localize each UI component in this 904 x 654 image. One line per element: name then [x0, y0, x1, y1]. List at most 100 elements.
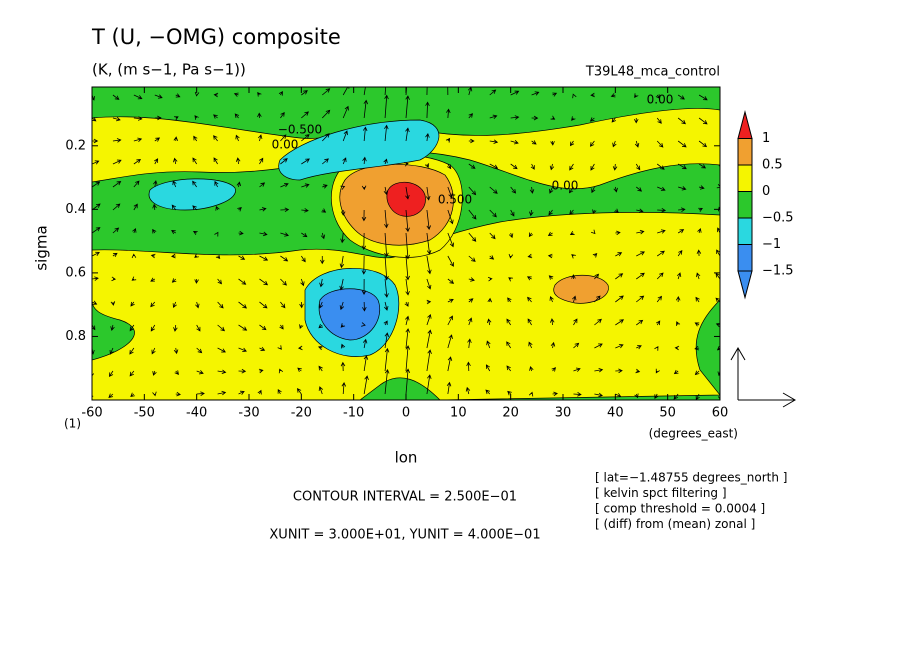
colorbar-segment	[737, 138, 753, 166]
field-region	[148, 178, 236, 211]
vector	[131, 253, 137, 259]
note: CONTOUR INTERVAL = 2.500E−01	[293, 490, 517, 505]
vector	[673, 369, 679, 375]
vector	[405, 278, 410, 296]
vector	[318, 345, 323, 351]
vector	[426, 349, 432, 372]
vector	[489, 186, 498, 194]
vector	[636, 272, 645, 280]
vector	[405, 186, 410, 200]
vector	[213, 135, 218, 142]
vector	[716, 249, 720, 257]
vector	[569, 140, 575, 147]
vector	[426, 299, 432, 305]
vector	[238, 368, 247, 374]
vector	[425, 186, 431, 201]
vector	[447, 356, 453, 372]
vector	[590, 229, 596, 235]
vector	[528, 341, 533, 349]
vector	[589, 140, 595, 147]
vector	[528, 232, 534, 238]
vector	[154, 158, 159, 165]
vector	[279, 324, 284, 330]
vector	[594, 392, 603, 398]
vector	[569, 230, 575, 235]
vector	[675, 296, 681, 303]
vector	[694, 322, 700, 327]
vector	[342, 105, 349, 119]
vector	[654, 346, 659, 351]
vector	[194, 115, 199, 120]
vector	[405, 232, 410, 260]
vector	[133, 203, 138, 211]
vector	[426, 255, 432, 275]
vector	[217, 301, 224, 309]
vector	[594, 318, 602, 326]
vector	[715, 297, 720, 303]
vector	[92, 160, 100, 165]
vector	[447, 87, 449, 96]
vector	[426, 209, 432, 230]
vector	[133, 159, 142, 165]
vector	[615, 393, 622, 398]
vector	[405, 345, 411, 372]
vector	[549, 186, 554, 194]
vector	[594, 343, 603, 349]
vector	[192, 180, 197, 188]
vector	[426, 87, 428, 96]
vector	[465, 386, 471, 395]
vector	[217, 324, 226, 332]
vector	[694, 370, 700, 376]
vector	[611, 117, 616, 123]
vector	[257, 134, 263, 142]
vector	[361, 322, 366, 327]
vector	[112, 116, 121, 122]
vector	[322, 158, 329, 165]
vector	[529, 366, 534, 372]
vector	[489, 232, 496, 240]
y-tick-label: 0.2	[65, 138, 86, 153]
vector	[426, 278, 432, 290]
vector	[340, 232, 345, 244]
vector	[551, 367, 556, 372]
vector	[656, 295, 662, 303]
vector	[173, 347, 179, 355]
vector	[172, 301, 177, 309]
colorbar-segment	[737, 270, 753, 300]
vector	[468, 186, 477, 196]
vector	[215, 205, 220, 211]
vector	[636, 186, 643, 192]
x-tick-label: 20	[502, 406, 519, 421]
vector	[719, 95, 720, 96]
vector	[447, 232, 455, 248]
vector	[277, 345, 282, 350]
x-tick-label: -20	[291, 406, 312, 421]
vector	[489, 209, 497, 218]
vector	[130, 301, 135, 307]
vector	[489, 163, 499, 169]
x-tick-label: 0	[402, 406, 410, 421]
vector	[510, 163, 518, 170]
vector	[695, 393, 700, 400]
vector	[547, 231, 553, 237]
vector	[698, 94, 708, 101]
vector	[573, 367, 581, 372]
vector	[657, 207, 667, 213]
vector	[173, 324, 178, 332]
vector	[318, 323, 324, 329]
vector	[506, 365, 511, 372]
vector	[129, 324, 135, 332]
vector	[636, 251, 645, 257]
vector	[657, 186, 666, 192]
vector	[280, 158, 288, 165]
vector	[426, 329, 432, 349]
colorbar-segment	[737, 244, 753, 272]
vector	[615, 230, 621, 236]
vector	[296, 388, 302, 395]
field-region	[92, 212, 720, 400]
vector	[280, 182, 289, 188]
vector	[341, 382, 347, 395]
field-region	[386, 182, 426, 217]
vector	[192, 230, 198, 235]
